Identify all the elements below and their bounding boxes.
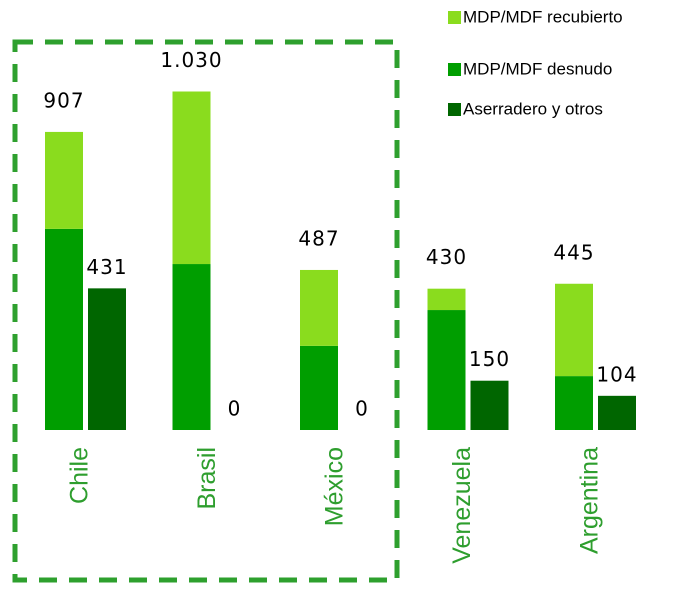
highlight-box	[12, 39, 400, 583]
bar-segment	[300, 269, 338, 346]
bar-segment	[427, 310, 466, 430]
bar-segment	[172, 264, 211, 430]
bar-segment	[300, 345, 338, 430]
bar-segment	[172, 91, 211, 265]
bar-segment	[45, 131, 83, 229]
total-label: 430	[426, 245, 467, 269]
bar-segment	[427, 288, 466, 311]
legend-label: MDP/MDF desnudo	[463, 59, 612, 78]
category-label: México	[321, 447, 349, 526]
category-label: Chile	[66, 447, 94, 504]
bar	[470, 380, 509, 430]
legend-label: Aserradero y otros	[463, 99, 603, 118]
category-label: Venezuela	[448, 447, 476, 564]
category-label: Argentina	[576, 447, 604, 554]
bar-segment	[555, 376, 593, 430]
legend-swatch	[448, 103, 461, 116]
bar	[598, 395, 636, 430]
legend-swatch	[448, 63, 461, 76]
bar	[88, 288, 126, 430]
total-label: 487	[298, 226, 339, 250]
legend-label: MDP/MDF recubierto	[463, 7, 623, 26]
value-label: 150	[469, 347, 510, 371]
value-label: 0	[228, 397, 242, 421]
value-label: 431	[86, 255, 127, 279]
total-label: 907	[43, 88, 84, 112]
legend-swatch	[448, 11, 461, 24]
category-label: Brasil	[193, 447, 221, 510]
bar-segment	[45, 228, 83, 430]
total-label: 445	[553, 240, 594, 264]
total-label: 1.030	[160, 48, 222, 72]
bar-segment	[555, 283, 593, 377]
value-label: 104	[596, 362, 637, 386]
value-label: 0	[355, 397, 369, 421]
